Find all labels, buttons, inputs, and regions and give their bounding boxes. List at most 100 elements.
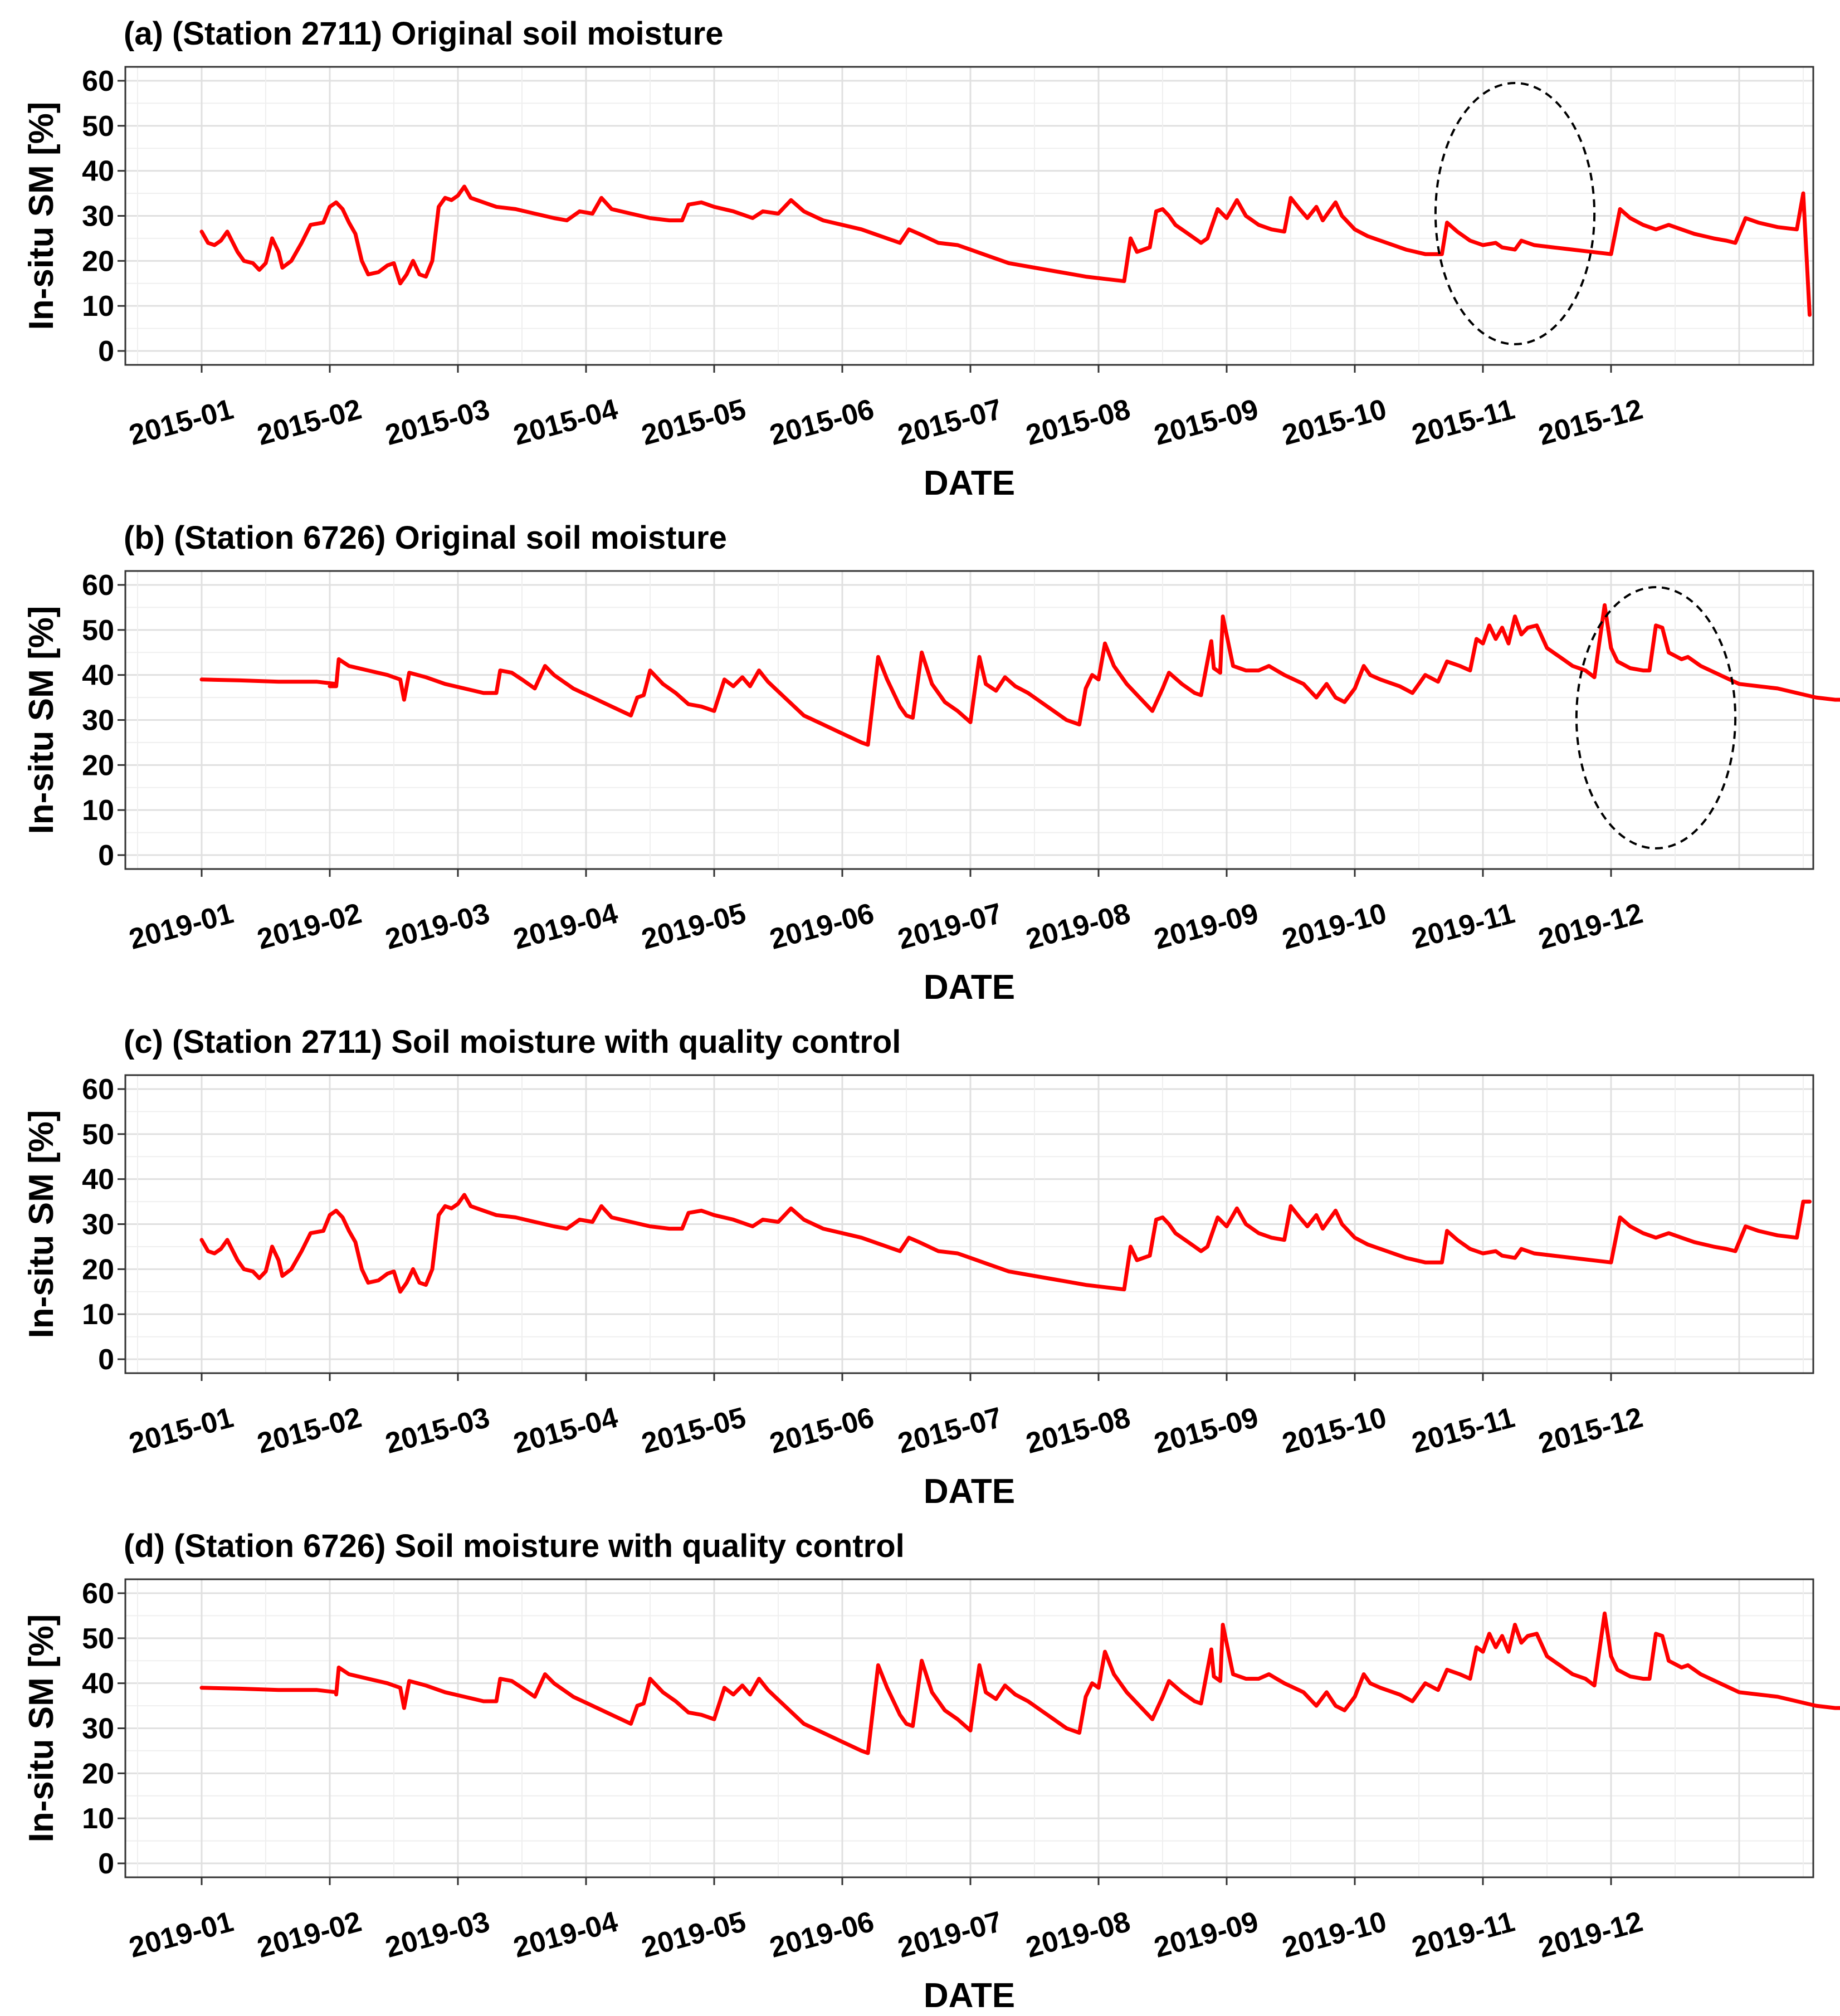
- y-tick-label: 10: [82, 794, 114, 827]
- x-tick-label: 2015-02: [254, 393, 365, 452]
- x-tick-label: 2019-08: [1023, 1906, 1134, 1964]
- y-tick-label: 40: [82, 1164, 114, 1196]
- y-tick-label: 10: [82, 1803, 114, 1835]
- gridlines: [125, 67, 1813, 365]
- x-tick-label: 2019-10: [1279, 1906, 1390, 1964]
- y-tick-label: 10: [82, 1299, 114, 1331]
- y-tick-label: 10: [82, 290, 114, 323]
- x-tick-label: 2019-06: [767, 897, 877, 956]
- series-line: [199, 1611, 1840, 1755]
- y-tick-label: 30: [82, 1713, 114, 1745]
- x-tick-label: 2019-07: [895, 1906, 1006, 1964]
- x-tick-label: 2015-07: [895, 1402, 1006, 1460]
- y-tick-label: 50: [82, 1119, 114, 1151]
- x-tick-label: 2015-10: [1279, 393, 1390, 452]
- panel-c: (c) (Station 2711) Soil moisture with qu…: [22, 1024, 1814, 1511]
- x-tick-label: 2019-10: [1279, 897, 1390, 956]
- y-tick-label: 60: [82, 65, 114, 97]
- x-tick-label: 2019-09: [1151, 1906, 1262, 1964]
- y-axis-title: In-situ SM [%]: [22, 1614, 61, 1843]
- x-tick-label: 2015-04: [510, 1402, 621, 1460]
- x-tick-label: 2015-01: [126, 1402, 237, 1460]
- x-tick-label: 2019-11: [1409, 897, 1519, 956]
- x-tick-label: 2015-06: [767, 393, 877, 452]
- x-tick-label: 2015-05: [638, 1402, 749, 1460]
- gridlines: [125, 1075, 1813, 1373]
- y-tick-label: 60: [82, 1578, 114, 1610]
- x-axis-title: DATE: [924, 1472, 1015, 1511]
- x-tick-label: 2019-05: [638, 897, 749, 956]
- x-tick-label: 2019-12: [1535, 1906, 1646, 1964]
- x-tick-label: 2019-09: [1151, 897, 1262, 956]
- x-tick-label: 2015-09: [1151, 1402, 1262, 1460]
- y-tick-label: 20: [82, 749, 114, 782]
- y-axis-title: In-situ SM [%]: [22, 102, 61, 330]
- x-tick-label: 2019-03: [382, 1906, 493, 1964]
- x-tick-label: 2019-01: [126, 897, 237, 956]
- x-tick-label: 2019-06: [767, 1906, 877, 1964]
- y-tick-label: 30: [82, 705, 114, 737]
- y-tick-label: 50: [82, 1623, 114, 1655]
- x-tick-label: 2019-04: [510, 1906, 621, 1964]
- x-tick-label: 2015-08: [1023, 393, 1134, 452]
- x-tick-label: 2019-11: [1409, 1906, 1519, 1964]
- x-tick-label: 2015-11: [1409, 1402, 1519, 1460]
- y-tick-label: 0: [98, 335, 114, 368]
- x-tick-label: 2015-03: [382, 393, 493, 452]
- x-tick-label: 2015-06: [767, 1402, 877, 1460]
- series-line: [199, 603, 1840, 747]
- x-tick-label: 2019-02: [254, 1906, 365, 1964]
- anomaly-highlight-ellipse: [1575, 586, 1737, 850]
- x-axis-title: DATE: [924, 1976, 1015, 2013]
- x-tick-label: 2015-02: [254, 1402, 365, 1460]
- x-tick-label: 2019-07: [895, 897, 1006, 956]
- anomaly-highlight-ellipse: [1434, 82, 1596, 345]
- x-tick-label: 2015-04: [510, 393, 621, 452]
- y-tick-label: 20: [82, 1758, 114, 1790]
- y-tick-label: 20: [82, 1253, 114, 1286]
- panel-title: (b) (Station 6726) Original soil moistur…: [124, 520, 727, 556]
- x-tick-label: 2019-03: [382, 897, 493, 956]
- panel-title: (d) (Station 6726) Soil moisture with qu…: [124, 1528, 905, 1564]
- x-tick-label: 2015-12: [1535, 1402, 1646, 1460]
- x-tick-label: 2015-11: [1409, 393, 1519, 452]
- y-tick-label: 60: [82, 1073, 114, 1106]
- y-tick-label: 0: [98, 839, 114, 872]
- x-tick-label: 2019-08: [1023, 897, 1134, 956]
- y-tick-label: 40: [82, 1668, 114, 1700]
- x-tick-label: 2019-04: [510, 897, 621, 956]
- series-line: [199, 184, 1812, 317]
- panel-a: (a) (Station 2711) Original soil moistur…: [22, 16, 1814, 502]
- series-line: [199, 1193, 1812, 1294]
- y-tick-label: 30: [82, 201, 114, 233]
- x-tick-label: 2015-01: [126, 393, 237, 452]
- y-tick-label: 50: [82, 110, 114, 143]
- panel-b: (b) (Station 6726) Original soil moistur…: [22, 520, 1840, 1007]
- y-tick-label: 0: [98, 1344, 114, 1376]
- x-tick-label: 2015-05: [638, 393, 749, 452]
- x-axis-title: DATE: [924, 968, 1015, 1007]
- y-tick-label: 50: [82, 614, 114, 647]
- panel-title: (c) (Station 2711) Soil moisture with qu…: [124, 1024, 901, 1060]
- x-tick-label: 2019-01: [126, 1906, 237, 1964]
- y-axis-title: In-situ SM [%]: [22, 1110, 61, 1339]
- x-tick-label: 2015-07: [895, 393, 1006, 452]
- x-tick-label: 2015-08: [1023, 1402, 1134, 1460]
- x-tick-label: 2015-03: [382, 1402, 493, 1460]
- x-tick-label: 2019-05: [638, 1906, 749, 1964]
- y-tick-label: 20: [82, 245, 114, 277]
- panel-d: (d) (Station 6726) Soil moisture with qu…: [22, 1528, 1840, 2015]
- x-axis-title: DATE: [924, 464, 1015, 502]
- x-tick-label: 2019-12: [1535, 897, 1646, 956]
- gridlines: [125, 571, 1813, 869]
- y-tick-label: 60: [82, 569, 114, 602]
- x-tick-label: 2015-09: [1151, 393, 1262, 452]
- panel-title: (a) (Station 2711) Original soil moistur…: [124, 16, 723, 52]
- y-tick-label: 0: [98, 1848, 114, 1880]
- y-tick-label: 30: [82, 1209, 114, 1241]
- x-tick-label: 2015-12: [1535, 393, 1646, 452]
- y-tick-label: 40: [82, 155, 114, 188]
- y-tick-label: 40: [82, 660, 114, 692]
